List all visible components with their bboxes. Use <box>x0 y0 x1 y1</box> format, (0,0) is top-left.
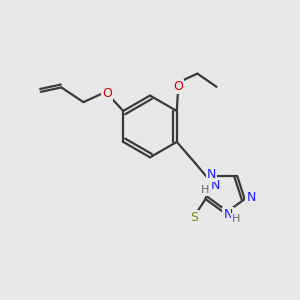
Text: S: S <box>190 211 198 224</box>
Text: N: N <box>210 179 220 192</box>
Text: N: N <box>223 208 233 221</box>
Text: H: H <box>201 185 209 196</box>
Text: N: N <box>247 191 256 204</box>
Text: O: O <box>173 80 183 93</box>
Text: O: O <box>102 87 112 100</box>
Text: N: N <box>207 168 216 181</box>
Text: H: H <box>232 214 241 224</box>
